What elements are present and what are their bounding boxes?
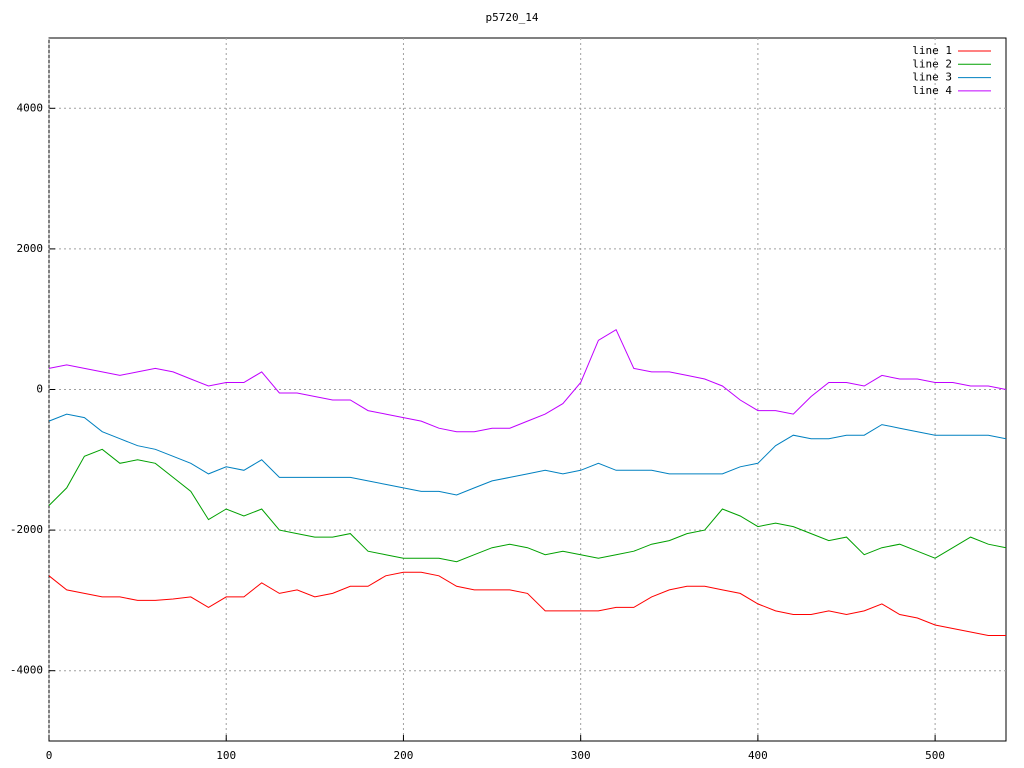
legend-label: line 2: [912, 57, 952, 70]
y-tick-label: 4000: [17, 101, 44, 114]
legend-label: line 1: [912, 44, 952, 57]
y-tick-label: 2000: [17, 242, 44, 255]
chart-title: p5720_14: [486, 11, 539, 24]
x-tick-label: 200: [394, 749, 414, 762]
y-tick-label: -4000: [10, 664, 43, 677]
y-tick-label: 0: [36, 383, 43, 396]
x-tick-label: 0: [46, 749, 53, 762]
series-line: [48, 571, 1006, 636]
series-line: [48, 448, 1007, 563]
x-tick-label: 100: [216, 749, 236, 762]
x-tick-label: 300: [571, 749, 591, 762]
x-tick-label: 400: [748, 749, 768, 762]
legend-label: line 4: [912, 84, 952, 97]
series-line: [48, 413, 1007, 496]
legend-label: line 3: [912, 71, 952, 84]
y-tick-label: -2000: [10, 523, 43, 536]
x-tick-label: 500: [925, 749, 945, 762]
plot-frame: [48, 37, 1007, 742]
series-line: [48, 328, 1007, 433]
